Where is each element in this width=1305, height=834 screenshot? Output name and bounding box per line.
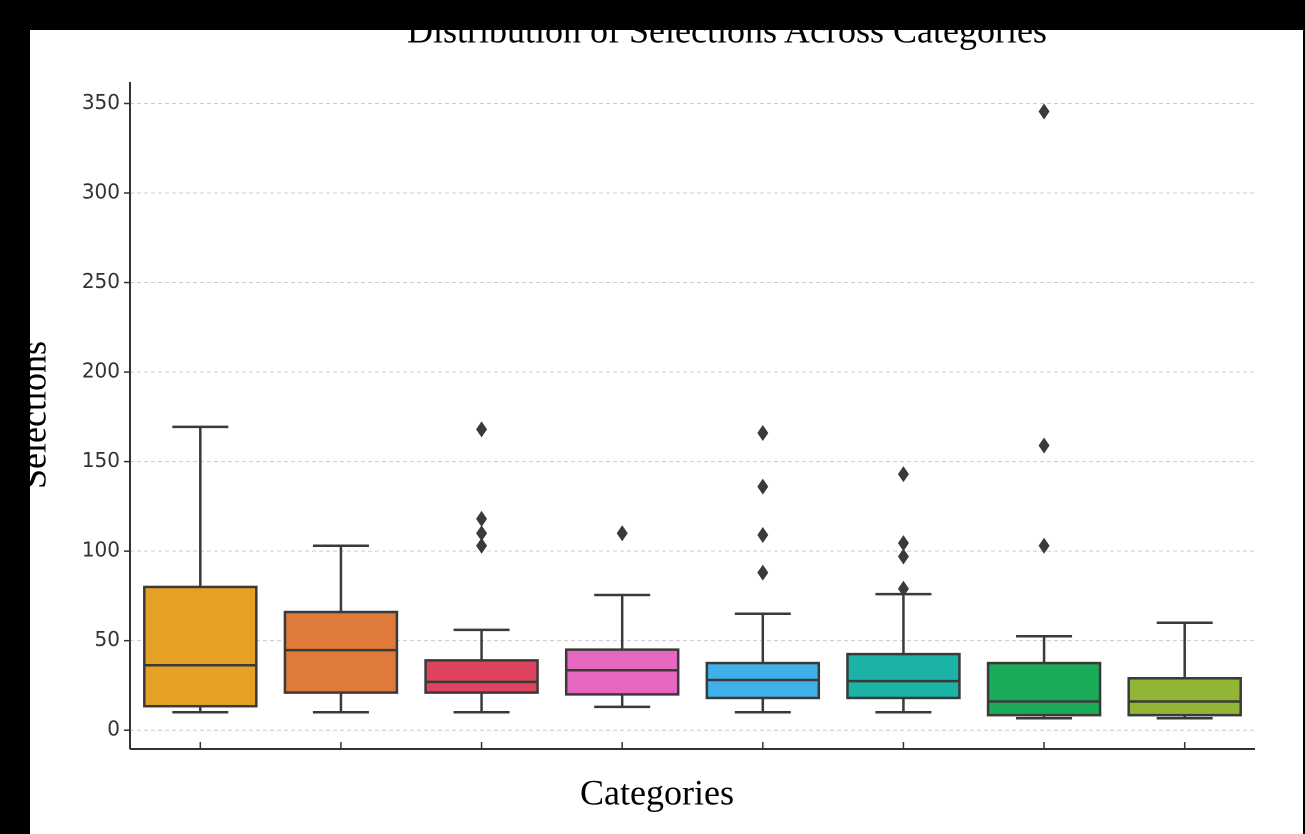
box [1127, 677, 1242, 717]
outlier [757, 527, 769, 544]
box [143, 585, 258, 708]
outlier [476, 525, 488, 542]
y-tick-label: 150 [82, 448, 120, 472]
y-tick-label: 0 [107, 717, 120, 741]
y-tick-label: 300 [82, 180, 120, 204]
outlier [1038, 437, 1050, 454]
outlier [757, 478, 769, 495]
outlier [897, 580, 909, 597]
y-tick-label: 200 [82, 359, 120, 383]
y-tick-label: 250 [82, 269, 120, 293]
outlier [897, 466, 909, 483]
x-axis-label: Categories [580, 772, 734, 812]
frame-top [0, 0, 1305, 30]
box [986, 661, 1102, 717]
outlier [1038, 103, 1050, 120]
y-tick-label: 100 [82, 538, 120, 562]
outlier [757, 424, 769, 441]
outlier [616, 525, 628, 542]
box [424, 659, 539, 694]
outlier [476, 510, 488, 527]
box [564, 648, 680, 696]
y-tick-label: 350 [82, 90, 120, 114]
outlier [757, 564, 769, 581]
box [283, 610, 399, 694]
outlier [897, 535, 909, 552]
outlier [897, 548, 909, 565]
outlier [1038, 537, 1050, 554]
y-tick-label: 50 [95, 627, 120, 651]
outlier [476, 537, 488, 554]
box [846, 652, 961, 700]
frame-right [1303, 0, 1305, 834]
frame-left [0, 0, 30, 834]
outlier [476, 421, 488, 438]
